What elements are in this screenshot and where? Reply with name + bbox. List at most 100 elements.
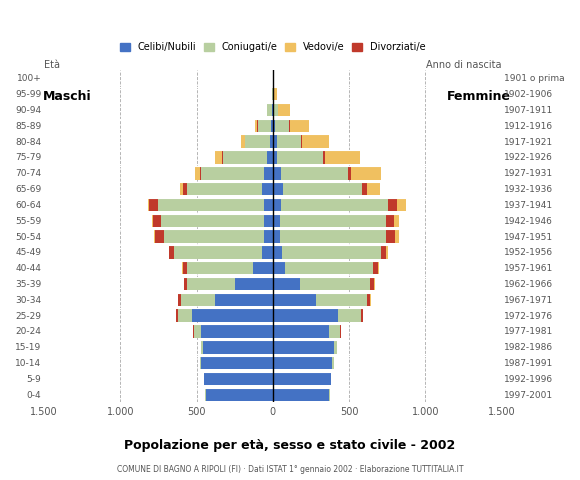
Bar bbox=[183, 182, 187, 195]
Bar bbox=[273, 277, 300, 290]
Bar bbox=[272, 87, 273, 100]
Bar bbox=[195, 166, 200, 180]
Bar bbox=[178, 293, 182, 306]
Bar bbox=[194, 324, 201, 338]
Bar bbox=[273, 387, 329, 401]
Bar bbox=[273, 372, 331, 385]
Bar bbox=[148, 198, 149, 211]
Bar bbox=[388, 198, 397, 211]
Bar bbox=[215, 293, 273, 306]
Bar bbox=[273, 71, 274, 84]
Bar bbox=[158, 198, 264, 211]
Bar bbox=[258, 119, 271, 132]
Bar bbox=[273, 356, 332, 369]
Bar bbox=[367, 182, 380, 195]
Bar bbox=[273, 134, 277, 148]
Bar bbox=[264, 214, 273, 227]
Bar bbox=[278, 103, 291, 116]
Bar bbox=[257, 119, 258, 132]
Bar bbox=[273, 261, 285, 275]
Bar bbox=[267, 150, 273, 164]
Bar bbox=[178, 309, 192, 322]
Bar bbox=[334, 340, 337, 353]
Bar bbox=[395, 229, 398, 243]
Bar bbox=[277, 150, 323, 164]
Bar bbox=[386, 214, 394, 227]
Bar bbox=[273, 340, 334, 353]
Bar bbox=[180, 182, 183, 195]
Bar bbox=[204, 372, 273, 385]
Bar bbox=[273, 198, 281, 211]
Bar bbox=[301, 134, 302, 148]
Bar bbox=[338, 309, 361, 322]
Bar bbox=[273, 309, 338, 322]
Bar bbox=[255, 119, 257, 132]
Bar bbox=[273, 103, 274, 116]
Bar bbox=[281, 198, 388, 211]
Bar bbox=[193, 324, 194, 338]
Bar bbox=[282, 245, 381, 259]
Bar bbox=[275, 119, 289, 132]
Bar bbox=[253, 261, 273, 275]
Bar bbox=[262, 182, 273, 195]
Bar bbox=[374, 261, 378, 275]
Bar bbox=[264, 166, 273, 180]
Bar bbox=[149, 198, 158, 211]
Bar bbox=[371, 277, 374, 290]
Bar bbox=[273, 214, 280, 227]
Bar bbox=[187, 261, 253, 275]
Bar bbox=[273, 182, 282, 195]
Bar bbox=[262, 245, 273, 259]
Bar bbox=[281, 229, 386, 243]
Bar bbox=[273, 166, 281, 180]
Bar bbox=[277, 134, 301, 148]
Bar bbox=[300, 277, 371, 290]
Bar bbox=[332, 356, 334, 369]
Bar bbox=[173, 245, 262, 259]
Bar bbox=[349, 166, 350, 180]
Bar bbox=[273, 229, 281, 243]
Bar bbox=[241, 134, 245, 148]
Bar bbox=[350, 166, 381, 180]
Bar bbox=[267, 103, 272, 116]
Bar bbox=[187, 277, 235, 290]
Bar bbox=[154, 229, 155, 243]
Bar bbox=[201, 166, 264, 180]
Bar bbox=[282, 182, 362, 195]
Bar bbox=[289, 119, 309, 132]
Text: Maschi: Maschi bbox=[42, 90, 91, 103]
Bar bbox=[192, 309, 273, 322]
Bar bbox=[386, 245, 388, 259]
Bar bbox=[270, 134, 273, 148]
Bar bbox=[316, 293, 367, 306]
Bar bbox=[374, 277, 375, 290]
Bar bbox=[394, 214, 398, 227]
Text: COMUNE DI BAGNO A RIPOLI (FI) · Dati ISTAT 1° gennaio 2002 · Elaborazione TUTTIT: COMUNE DI BAGNO A RIPOLI (FI) · Dati IST… bbox=[117, 465, 463, 474]
Bar bbox=[273, 150, 277, 164]
Bar bbox=[206, 387, 273, 401]
Bar bbox=[187, 182, 262, 195]
Bar bbox=[161, 214, 264, 227]
Bar bbox=[274, 87, 277, 100]
Bar bbox=[201, 324, 273, 338]
Bar bbox=[235, 277, 273, 290]
Bar bbox=[153, 214, 161, 227]
Bar bbox=[200, 166, 201, 180]
Bar bbox=[381, 245, 386, 259]
Bar bbox=[201, 340, 202, 353]
Bar bbox=[164, 229, 264, 243]
Bar bbox=[169, 245, 173, 259]
Bar bbox=[215, 150, 223, 164]
Bar bbox=[367, 293, 371, 306]
Bar bbox=[273, 119, 275, 132]
Text: Età: Età bbox=[44, 60, 60, 70]
Bar bbox=[155, 229, 164, 243]
Bar bbox=[273, 293, 316, 306]
Bar bbox=[362, 182, 367, 195]
Bar bbox=[329, 324, 340, 338]
Bar bbox=[271, 119, 273, 132]
Bar bbox=[274, 103, 278, 116]
Bar bbox=[201, 356, 273, 369]
Bar bbox=[245, 134, 270, 148]
Text: Femmine: Femmine bbox=[447, 90, 511, 103]
